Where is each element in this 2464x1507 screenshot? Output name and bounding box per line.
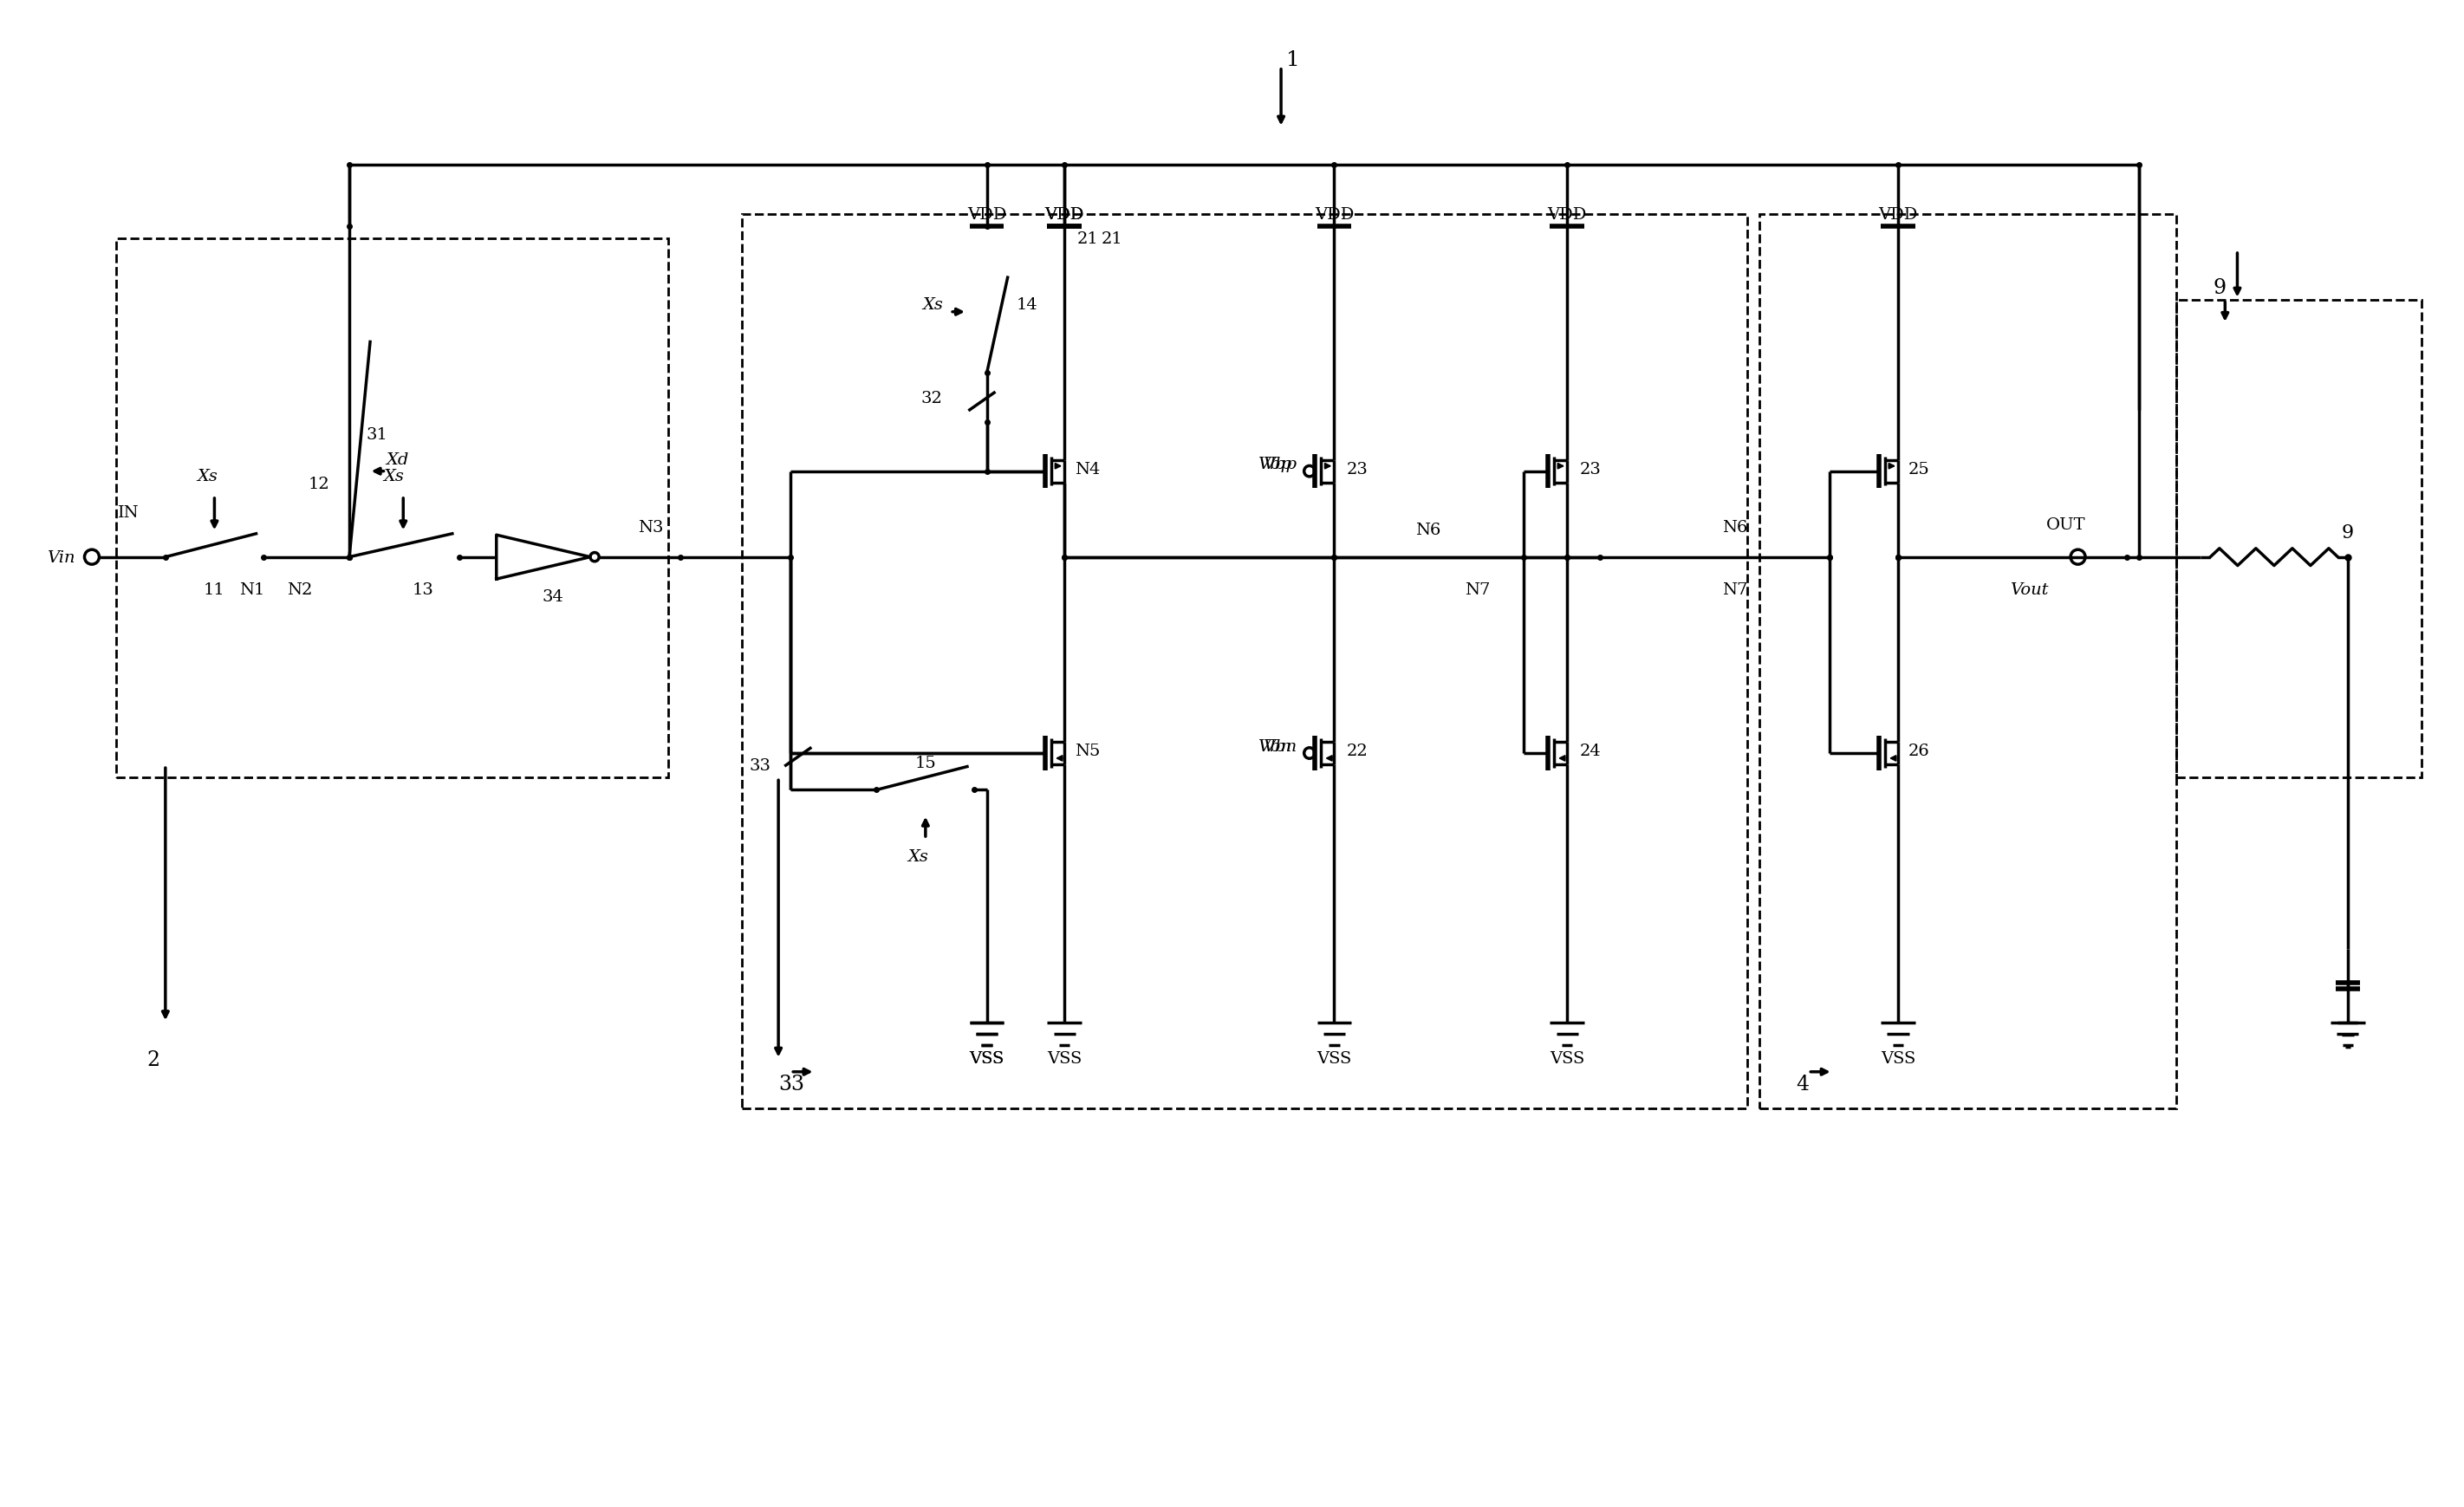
Bar: [2176, 300, 2422, 778]
Text: Xd: Xd: [387, 452, 409, 467]
Text: 3: 3: [791, 1074, 803, 1094]
Text: 33: 33: [749, 758, 771, 773]
Text: Vbp: Vbp: [1264, 457, 1296, 472]
Text: VSS: VSS: [1550, 1050, 1584, 1067]
Text: Vbp: Vbp: [1259, 457, 1291, 472]
Text: N4: N4: [1074, 461, 1099, 478]
Text: VDD: VDD: [1045, 206, 1084, 222]
Text: Xs: Xs: [922, 297, 944, 313]
Text: N7: N7: [1722, 582, 1747, 598]
Text: 4: 4: [1796, 1074, 1809, 1094]
Bar: [116, 240, 668, 778]
Text: Vbn: Vbn: [1264, 738, 1296, 754]
Text: 12: 12: [308, 476, 330, 491]
Text: Vin: Vin: [47, 550, 74, 565]
Text: VDD: VDD: [1878, 206, 1917, 222]
Text: VSS: VSS: [1047, 1050, 1082, 1067]
Text: 14: 14: [1015, 297, 1037, 313]
Text: VDD: VDD: [968, 206, 1005, 222]
Text: OUT: OUT: [2045, 517, 2085, 533]
Text: VDD: VDD: [1547, 206, 1587, 222]
Text: 13: 13: [411, 582, 434, 598]
Text: 1: 1: [1286, 50, 1301, 69]
Text: 23: 23: [1579, 461, 1602, 478]
Text: Vout: Vout: [2011, 582, 2048, 598]
Text: 2: 2: [145, 1050, 160, 1070]
Text: 15: 15: [914, 755, 936, 770]
Text: 9: 9: [2213, 277, 2225, 298]
Text: N6: N6: [1722, 520, 1747, 535]
Text: Xs: Xs: [382, 469, 404, 484]
Text: N1: N1: [239, 582, 264, 598]
Text: N5: N5: [1074, 743, 1099, 760]
Text: Vbn: Vbn: [1259, 738, 1291, 754]
Bar: [742, 214, 1747, 1109]
Text: 22: 22: [1345, 743, 1368, 760]
Text: VSS: VSS: [968, 1050, 1005, 1067]
Text: 26: 26: [1907, 743, 1929, 760]
Text: VDD: VDD: [1045, 206, 1084, 222]
Text: 34: 34: [542, 589, 564, 604]
Text: IN: IN: [118, 505, 140, 521]
Text: 11: 11: [205, 582, 224, 598]
Text: 21: 21: [1077, 231, 1099, 247]
Text: 31: 31: [367, 426, 387, 443]
Text: 9: 9: [2341, 523, 2353, 543]
Text: 32: 32: [922, 390, 944, 405]
Text: Xs: Xs: [907, 848, 929, 865]
Text: VSS: VSS: [968, 1050, 1005, 1067]
Text: 3: 3: [779, 1074, 791, 1094]
Text: N2: N2: [286, 582, 313, 598]
Text: N7: N7: [1464, 582, 1491, 598]
Bar: [1759, 214, 2176, 1109]
Text: VSS: VSS: [1880, 1050, 1915, 1067]
Text: N3: N3: [638, 520, 663, 535]
Text: 24: 24: [1579, 743, 1602, 760]
Text: VDD: VDD: [1316, 206, 1353, 222]
Text: Xs: Xs: [197, 469, 217, 484]
Text: 23: 23: [1345, 461, 1368, 478]
Text: VSS: VSS: [1316, 1050, 1353, 1067]
Text: N6: N6: [1414, 523, 1441, 538]
Text: 25: 25: [1907, 461, 1929, 478]
Text: 21: 21: [1101, 231, 1124, 247]
